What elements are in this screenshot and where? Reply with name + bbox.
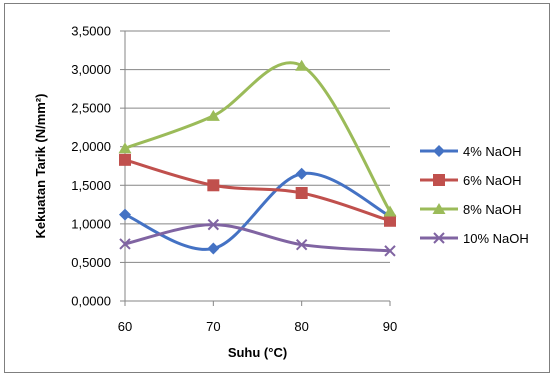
data-point-4-naoh [119, 208, 131, 221]
series-line-6-naoh [124, 158, 391, 223]
data-point-8-naoh [118, 142, 132, 154]
data-point-4-naoh [207, 242, 220, 255]
x-tick-label: 90 [383, 319, 397, 334]
y-tick-label: 0,0000 [71, 294, 111, 309]
y-tick-label: 2,0000 [71, 139, 111, 154]
data-point-10-naoh [295, 238, 308, 251]
legend-item-10-naoh: 10% NaOH [420, 231, 529, 246]
gridlines [125, 30, 390, 263]
y-tick-label: 0,5000 [71, 255, 111, 270]
series-line-8-naoh [124, 61, 392, 213]
data-point-10-naoh [207, 218, 220, 231]
legend-label: 6% NaOH [463, 173, 522, 188]
series-line-4-naoh [124, 171, 391, 251]
data-point-6-naoh [384, 214, 396, 227]
legend-item-6-naoh: 6% NaOH [420, 173, 522, 188]
legend: 4% NaOH 6% NaOH 8% NaOH 10% NaOH [420, 144, 529, 246]
legend-marker [433, 174, 445, 186]
data-point-8-naoh [206, 109, 220, 121]
x-tick-label: 60 [118, 319, 132, 334]
data-point-8-naoh [383, 205, 397, 217]
legend-label: 4% NaOH [463, 144, 522, 159]
y-tick-label: 1,0000 [71, 216, 111, 231]
legend-marker [433, 145, 445, 157]
data-point-10-naoh [119, 238, 131, 250]
legend-label: 10% NaOH [463, 231, 529, 246]
series-markers [118, 59, 397, 257]
legend-marker [432, 203, 446, 214]
legend-marker [433, 232, 445, 244]
y-tick-label: 3,0000 [71, 62, 111, 77]
y-tick-labels: 0,0000 0,5000 1,0000 1,5000 2,0000 2,5000 3,00… [71, 24, 111, 309]
data-point-10-naoh [384, 245, 396, 257]
y-axis-title: Kekuatan Tarik (N/mm²) [33, 94, 48, 239]
y-tick-label: 2,5000 [71, 101, 111, 116]
series-lines [124, 61, 392, 253]
x-axis-title: Suhu (°C) [228, 345, 287, 360]
y-tick-label: 3,5000 [71, 24, 111, 39]
y-tick-label: 1,5000 [71, 178, 111, 193]
data-point-6-naoh [119, 153, 131, 166]
data-point-6-naoh [295, 187, 308, 199]
data-point-6-naoh [207, 179, 220, 192]
x-tick-labels: 60 70 80 90 [118, 319, 397, 334]
legend-label: 8% NaOH [463, 202, 522, 217]
axes [120, 30, 391, 306]
series-line-10-naoh [124, 223, 391, 253]
x-tick-label: 80 [294, 319, 308, 334]
x-tick-label: 70 [206, 319, 220, 334]
data-point-4-naoh [295, 167, 308, 180]
legend-item-8-naoh: 8% NaOH [420, 202, 522, 217]
legend-item-4-naoh: 4% NaOH [420, 144, 522, 159]
data-point-8-naoh [295, 59, 309, 71]
